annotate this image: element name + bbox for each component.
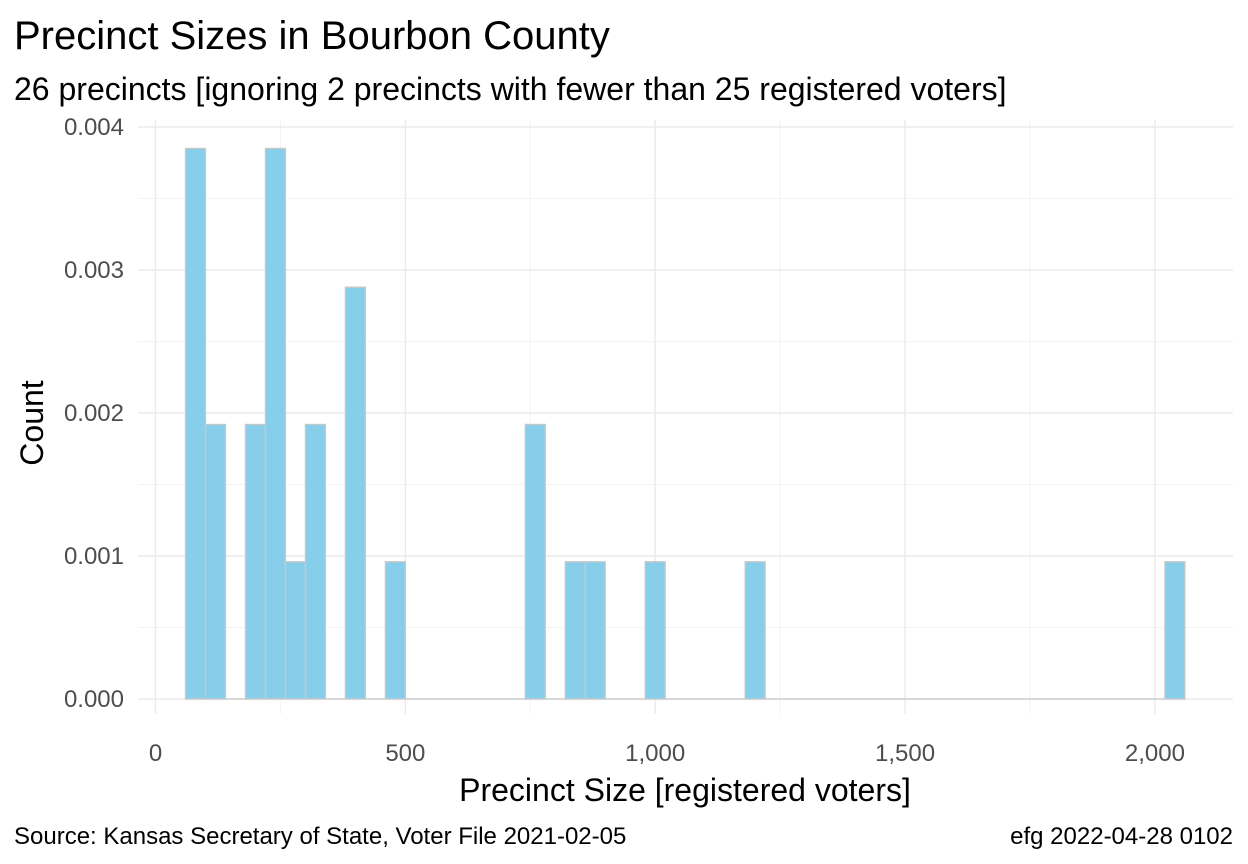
- histogram-bar: [344, 286, 367, 700]
- histogram-bar: [564, 561, 586, 700]
- histogram-bar: [584, 561, 606, 700]
- histogram-bar: [304, 423, 327, 700]
- y-tick-label: 0.002: [64, 400, 124, 427]
- chart-subtitle: 26 precincts [ignoring 2 precincts with …: [14, 71, 1007, 107]
- histogram-bar: [204, 423, 227, 700]
- y-axis-title: Count: [14, 380, 50, 466]
- chart-title: Precinct Sizes in Bourbon County: [14, 14, 610, 58]
- histogram-bar: [384, 561, 407, 700]
- y-tick-label: 0.000: [64, 686, 124, 713]
- histogram-bar: [1164, 561, 1186, 700]
- y-tick-label: 0.001: [64, 543, 124, 570]
- histogram-bar: [524, 423, 546, 700]
- histogram-bar: [744, 561, 766, 700]
- x-tick-label: 1,500: [875, 740, 935, 767]
- x-tick-label: 500: [385, 740, 425, 767]
- x-axis-ticks: 0 500 1,000 1,500 2,000: [149, 740, 1185, 767]
- x-tick-label: 0: [149, 740, 162, 767]
- histogram-bar: [284, 561, 307, 700]
- histogram-bar: [184, 147, 207, 700]
- histogram-bar: [644, 561, 666, 700]
- y-axis-ticks: 0.000 0.001 0.002 0.003 0.004: [64, 114, 124, 713]
- histogram-bars: [184, 147, 1186, 700]
- histogram-bar: [244, 423, 267, 700]
- x-axis-title: Precinct Size [registered voters]: [459, 772, 911, 808]
- source-caption: Source: Kansas Secretary of State, Voter…: [14, 823, 626, 850]
- credit-caption: efg 2022-04-28 0102: [1010, 823, 1233, 850]
- histogram-bar: [264, 147, 287, 700]
- y-tick-label: 0.003: [64, 257, 124, 284]
- x-tick-label: 2,000: [1125, 740, 1185, 767]
- x-tick-label: 1,000: [625, 740, 685, 767]
- y-tick-label: 0.004: [64, 114, 124, 141]
